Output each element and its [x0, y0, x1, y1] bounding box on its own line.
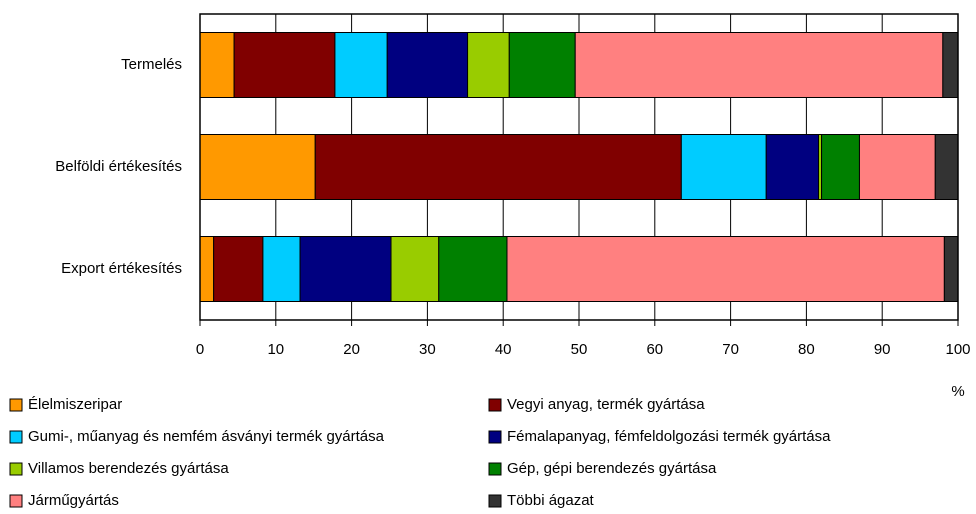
- x-tick-label: 90: [874, 341, 891, 358]
- x-tick-label: 0: [196, 341, 204, 358]
- plot-border: [199, 13, 959, 321]
- legend-swatch: [488, 398, 502, 412]
- bar-segment: [467, 32, 510, 98]
- y-tick-label: Termelés: [121, 56, 182, 73]
- y-tick-label: Belföldi értékesítés: [55, 158, 182, 175]
- bar-segment: [934, 134, 959, 200]
- bar-segment: [821, 134, 860, 200]
- bar-segment: [765, 134, 820, 200]
- bar-segment: [943, 236, 959, 302]
- x-tick-label: 80: [798, 341, 815, 358]
- legend-label: Fémalapanyag, fémfeldolgozási termék gyá…: [507, 428, 831, 445]
- bar-segment: [508, 32, 576, 98]
- bar-segment: [574, 32, 944, 98]
- legend-label: Villamos berendezés gyártása: [28, 460, 229, 477]
- legend-label: Gumi-, műanyag és nemfém ásványi termék …: [28, 428, 385, 445]
- legend-label: Gép, gépi berendezés gyártása: [507, 460, 717, 477]
- x-tick-label: 10: [267, 341, 284, 358]
- legend-swatch: [488, 462, 502, 476]
- bar-segment: [680, 134, 767, 200]
- x-tick-label: 70: [722, 341, 739, 358]
- legend-swatch: [9, 494, 23, 508]
- bar-segment: [199, 32, 235, 98]
- x-tick-label: 100: [945, 341, 970, 358]
- x-tick-label: 30: [419, 341, 436, 358]
- bar-segment: [213, 236, 264, 302]
- x-tick-label: 40: [495, 341, 512, 358]
- bar-segment: [386, 32, 469, 98]
- bar-segment: [299, 236, 392, 302]
- bar-segment: [262, 236, 301, 302]
- bar-segment: [506, 236, 945, 302]
- bar-segment: [334, 32, 388, 98]
- legend-swatch: [9, 462, 23, 476]
- bar-segment: [314, 134, 682, 200]
- legend-label: Élelmiszeripar: [28, 396, 122, 413]
- legend-swatch: [488, 494, 502, 508]
- bar-segment: [199, 236, 215, 302]
- legend-label: Többi ágazat: [507, 492, 595, 509]
- x-tick-label: 60: [646, 341, 663, 358]
- bar-segment: [199, 134, 316, 200]
- x-axis-label: %: [951, 383, 964, 400]
- x-tick-label: 20: [343, 341, 360, 358]
- bar-segment: [858, 134, 936, 200]
- x-tick-label: 50: [571, 341, 588, 358]
- bar-segment: [233, 32, 336, 98]
- bar-segment: [390, 236, 440, 302]
- legend-label: Vegyi anyag, termék gyártása: [507, 396, 705, 413]
- legend-label: Járműgyártás: [28, 492, 119, 509]
- bar-segment: [942, 32, 959, 98]
- legend-swatch: [488, 430, 502, 444]
- legend-swatch: [9, 398, 23, 412]
- y-tick-label: Export értékesítés: [61, 260, 182, 277]
- bar-segment: [438, 236, 508, 302]
- legend-swatch: [9, 430, 23, 444]
